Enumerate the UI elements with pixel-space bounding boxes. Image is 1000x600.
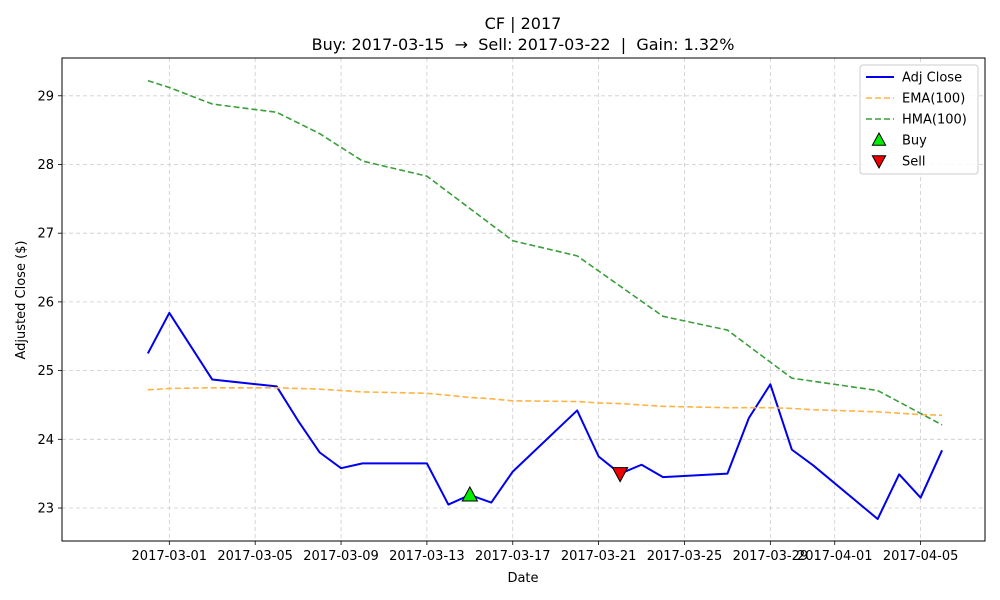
y-tick-label: 29 — [37, 89, 54, 104]
sell-marker — [611, 467, 629, 483]
x-tick-label: 2017-03-05 — [217, 549, 293, 564]
series-layer — [146, 79, 943, 521]
legend-label: HMA(100) — [902, 113, 967, 128]
x-tick-label: 2017-04-05 — [883, 549, 959, 564]
legend-box — [859, 64, 979, 175]
y-tick-label: 23 — [37, 502, 54, 517]
y-axis: 23 24 25 26 27 28 29 — [37, 89, 62, 517]
series-line-hma-100 — [147, 79, 943, 426]
y-tick-label: 27 — [37, 227, 54, 242]
x-tick-label: 2017-03-17 — [475, 549, 551, 564]
legend-swatch — [871, 155, 887, 170]
y-tick-label: 26 — [37, 295, 54, 310]
x-tick-label: 2017-03-25 — [647, 549, 723, 564]
plot-frame — [61, 57, 986, 542]
x-tick-label: 2017-04-01 — [797, 549, 873, 564]
legend-label: EMA(100) — [902, 92, 965, 107]
chart-title: CF | 2017 — [485, 14, 562, 33]
y-tick-label: 24 — [37, 433, 54, 448]
marker-layer — [461, 467, 629, 502]
series-line-adj-close — [146, 311, 943, 521]
legend-label: Adj Close — [902, 71, 962, 86]
x-axis-label: Date — [507, 571, 538, 586]
chart-subtitle: Buy: 2017-03-15 → Sell: 2017-03-22 | Gai… — [312, 35, 735, 54]
x-tick-label: 2017-03-01 — [132, 549, 208, 564]
x-tick-label: 2017-03-13 — [389, 549, 465, 564]
grid — [62, 58, 985, 541]
x-tick-label: 2017-03-21 — [561, 549, 637, 564]
y-axis-label: Adjusted Close ($) — [14, 241, 29, 360]
buy-marker — [461, 485, 479, 502]
y-tick-label: 28 — [37, 158, 54, 173]
y-tick-label: 25 — [37, 364, 54, 379]
x-tick-label: 2017-03-09 — [303, 549, 379, 564]
x-tick-label: 2017-03-29 — [733, 549, 809, 564]
legend-label: Sell — [902, 155, 925, 170]
legend-swatch — [871, 131, 887, 146]
series-line-ema-100 — [147, 386, 943, 417]
x-axis: 2017-03-01 2017-03-05 2017-03-09 2017-03-13… — [132, 541, 959, 564]
legend: Adj Close EMA(100) HMA(100) Buy Sell — [859, 64, 979, 175]
legend-label: Buy — [902, 134, 927, 149]
